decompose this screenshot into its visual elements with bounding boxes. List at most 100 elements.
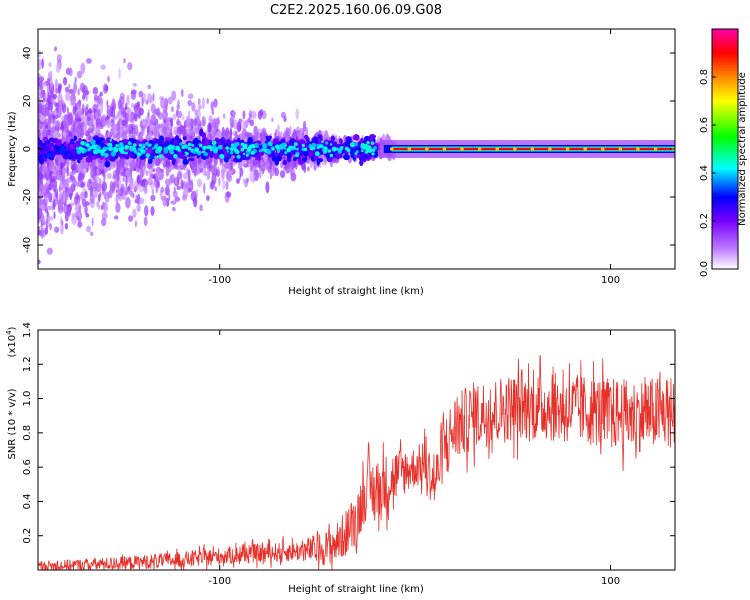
spectrogram-cell [150, 194, 156, 202]
spectrogram-cell [68, 187, 71, 195]
spectrogram-cell [43, 136, 48, 141]
spectrogram-cell [112, 129, 116, 140]
spectrogram-cell [290, 160, 295, 171]
spectrogram-cell [70, 175, 76, 181]
spectrogram-cell [236, 178, 240, 184]
spectrogram-cell [165, 167, 170, 177]
spectrogram-cell [138, 160, 141, 169]
spectrogram-cell [115, 202, 121, 213]
spectrogram-cell [343, 154, 350, 161]
spectrogram-cell [147, 84, 151, 90]
spectrogram-cell [222, 133, 226, 139]
spectrogram-cell [130, 90, 137, 100]
spectrogram-cell [77, 218, 82, 228]
spectrogram-cell [223, 150, 227, 158]
spectrogram-cell [234, 131, 238, 139]
spectrogram-cell [239, 167, 244, 177]
spectrogram-cell [229, 128, 233, 139]
spectrogram-cell [59, 146, 66, 154]
spectrogram-cell [313, 155, 319, 161]
spectrogram-cell [176, 171, 183, 180]
spectrogram-cell [85, 201, 90, 206]
spectrogram-cell [127, 62, 133, 71]
spectrogram-cell [188, 118, 195, 125]
spectrogram-cell [66, 148, 73, 152]
spectrogram-cell [295, 108, 300, 120]
spectrogram-cell [183, 184, 186, 191]
spectrogram-cell [48, 92, 52, 102]
spectrogram-cell [84, 204, 88, 215]
spectrogram-cell [152, 174, 156, 180]
spectrogram-cell [119, 187, 124, 197]
spectrogram-cell [76, 181, 80, 187]
spectrogram-cell [130, 160, 136, 169]
spectrogram-cell [116, 111, 121, 117]
spectrogram-cell [187, 93, 194, 100]
spectrogram-cell [148, 158, 153, 164]
spectrogram-cell [197, 99, 201, 112]
spectrogram-cell [84, 106, 89, 116]
spectrogram-cell [82, 183, 85, 188]
spectrogram-cell [206, 195, 210, 201]
spectrogram-cell [74, 114, 78, 123]
spectrogram-cell [123, 151, 126, 155]
spectrogram-cell [353, 134, 360, 141]
spectrogram-cell [44, 197, 48, 204]
spectrogram-cell [121, 119, 126, 127]
spectrogram-cell [203, 182, 206, 194]
spectrogram-cell [151, 188, 154, 195]
spectrogram-cell [62, 166, 66, 176]
spectrogram-cell [302, 120, 307, 132]
spectrogram-cell [172, 190, 178, 198]
spectrogram-cell [42, 128, 48, 140]
spectrogram-cell [151, 147, 155, 150]
spectrogram-cell [178, 124, 184, 135]
spectrogram-cell [106, 99, 109, 108]
spectrogram-cell [52, 176, 58, 181]
spectrogram-cell [76, 70, 83, 79]
spectrogram-cell [92, 123, 95, 131]
spectrogram-cell [92, 136, 100, 141]
spectrogram-cell [248, 109, 252, 120]
spectrogram-cell [44, 147, 48, 153]
spectrogram-cell [350, 142, 356, 148]
spectrogram-cell [47, 216, 54, 221]
spectrogram-cell [199, 204, 203, 212]
spectrogram-cell [99, 91, 103, 97]
spectrogram-cell [188, 169, 191, 181]
spectrogram-cell [242, 144, 248, 150]
spectrogram-cell [154, 155, 158, 159]
spectrogram-cell [373, 146, 377, 150]
spectrogram-cell [306, 149, 311, 153]
spectrogram-cell [133, 111, 138, 122]
spectrogram-image [38, 46, 675, 265]
spectrogram-cell [195, 143, 199, 148]
spectrogram-cell [129, 190, 134, 197]
spectrogram-cell [216, 116, 220, 127]
spectrogram-cell [100, 64, 106, 70]
spectrogram-cell [150, 103, 156, 114]
spectrogram-cell [80, 62, 86, 75]
spectrogram-cell [66, 206, 72, 212]
spectrogram-cell [174, 177, 178, 186]
spectrogram-cell [52, 110, 56, 116]
spectrogram-cell [90, 139, 96, 145]
spectrogram-cell [114, 115, 118, 120]
spectrogram-cell [49, 223, 52, 231]
spectrogram-cell [45, 152, 52, 159]
spectrogram-cell [298, 159, 304, 165]
spectrogram-cell [41, 104, 48, 113]
spectrogram-cell [169, 173, 175, 184]
spectrogram-cell [182, 128, 187, 139]
spectrogram-cell [345, 136, 352, 144]
spectrogram-cell [170, 200, 177, 205]
spectrogram-cell [106, 105, 112, 116]
spectrogram-cell [211, 168, 214, 176]
spectrogram-cell [148, 140, 154, 145]
spectrogram-cell [70, 99, 76, 107]
spectrogram-cell [41, 143, 47, 147]
spectrogram-cell [82, 160, 89, 169]
spectrogram-cell [258, 170, 262, 179]
spectrogram-cell [53, 199, 56, 211]
